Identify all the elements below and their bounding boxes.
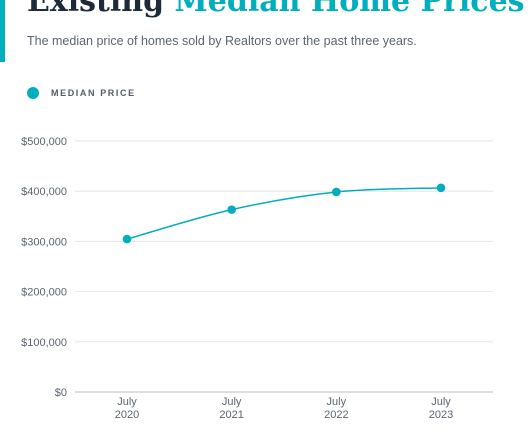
data-point-2 xyxy=(332,187,341,197)
data-point-1 xyxy=(227,205,236,214)
x-tick-label: 2020 xyxy=(115,409,139,421)
y-tick-label: $100,000 xyxy=(21,337,67,349)
page-title: Existing Median Home Prices xyxy=(27,0,525,20)
y-tick-label: $200,000 xyxy=(21,287,67,299)
y-tick-label: $300,000 xyxy=(21,236,67,248)
series-line-median-price xyxy=(126,187,442,240)
x-tick-label: 2023 xyxy=(429,409,453,421)
legend-label-median-price: MEDIAN PRICE xyxy=(51,88,136,98)
title-part-1: Existing xyxy=(27,0,165,19)
x-tick-label: July xyxy=(431,396,451,408)
x-tick-label: July xyxy=(117,396,137,408)
header-accent-bar xyxy=(0,0,5,62)
x-tick-label: 2022 xyxy=(324,409,348,421)
y-tick-label: $400,000 xyxy=(21,186,67,198)
data-point-0 xyxy=(122,234,132,244)
chart-legend: MEDIAN PRICE xyxy=(27,86,136,100)
legend-marker-median-price xyxy=(27,87,39,99)
chart-subtitle: The median price of homes sold by Realto… xyxy=(27,34,417,48)
x-tick-label: July xyxy=(327,396,347,408)
data-point-3 xyxy=(436,183,446,193)
x-tick-label: 2021 xyxy=(219,409,243,421)
x-tick-label: July xyxy=(222,396,242,408)
y-tick-label: $500,000 xyxy=(21,136,67,148)
title-part-2: Median Home Prices xyxy=(174,0,525,19)
y-tick-label: $0 xyxy=(55,387,67,399)
